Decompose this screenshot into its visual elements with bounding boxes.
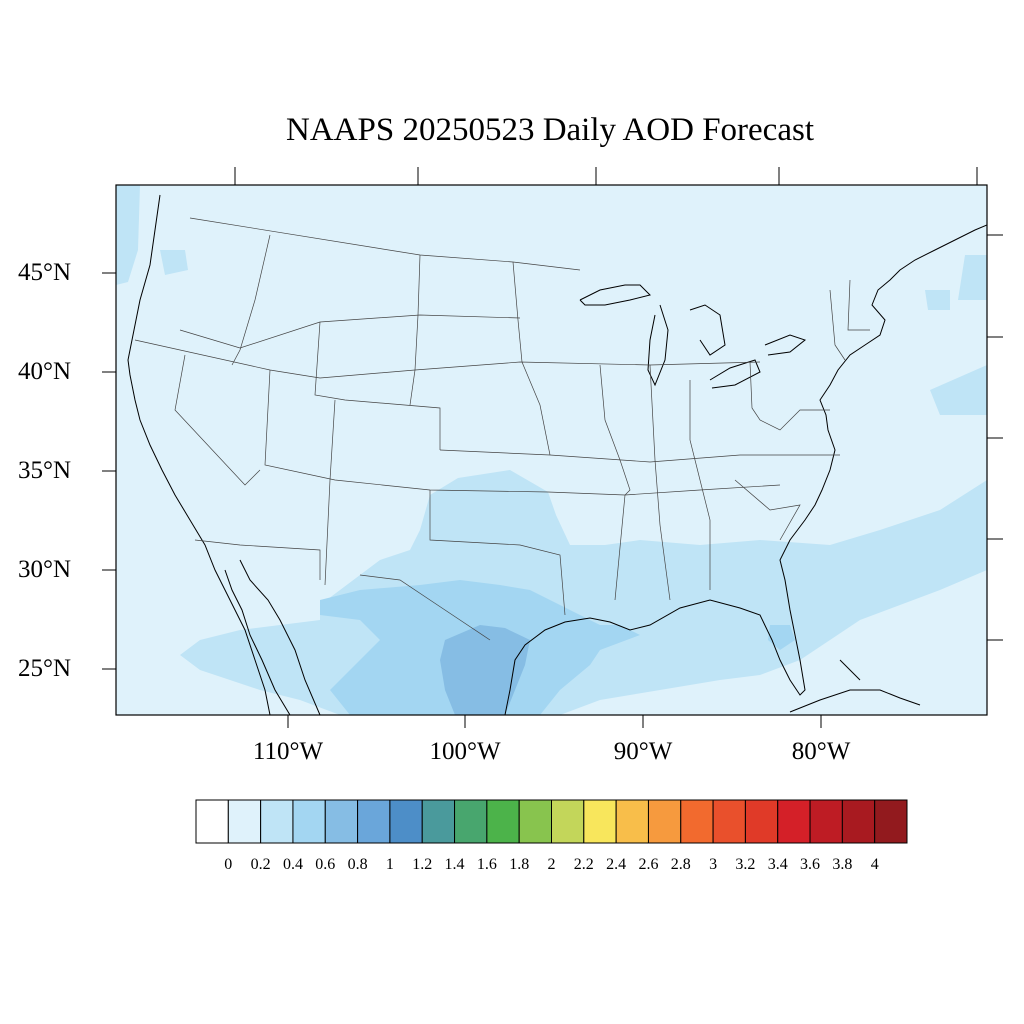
colorbar-box bbox=[357, 799, 391, 844]
colorbar-box bbox=[260, 799, 294, 844]
colorbar-tick-label: 3.4 bbox=[767, 856, 788, 873]
colorbar-box bbox=[647, 799, 682, 844]
colorbar-box bbox=[518, 799, 552, 844]
colorbar-tick-label: 1 bbox=[385, 856, 394, 873]
colorbar-box bbox=[777, 799, 811, 844]
colorbar-tick-label: 3.6 bbox=[800, 856, 820, 873]
colorbar-box bbox=[680, 799, 714, 844]
lon-label-100w: 100°W bbox=[429, 738, 501, 765]
colorbar-box bbox=[292, 799, 326, 844]
lon-label-80w: 80°W bbox=[791, 738, 851, 765]
colorbar-tick-label: 1.4 bbox=[444, 856, 465, 873]
colorbar-tick-label: 2.4 bbox=[606, 856, 627, 873]
colorbar-tick-label: 0.6 bbox=[315, 856, 336, 873]
colorbar-tick-label: 3 bbox=[709, 856, 718, 873]
colorbar-tick-label: 2.8 bbox=[670, 856, 691, 873]
colorbar-tick-label: 3.8 bbox=[832, 856, 853, 873]
tick-marks bbox=[102, 167, 1003, 728]
colorbar-tick-label: 0.4 bbox=[283, 856, 303, 873]
map-title: NAAPS 20250523 Daily AOD Forecast bbox=[286, 112, 814, 148]
colorbar-tick-label: 0.8 bbox=[347, 856, 368, 873]
colorbar-tick-label: 4 bbox=[870, 856, 879, 873]
colorbar-tick-label: 2 bbox=[547, 856, 556, 873]
colorbar-box bbox=[551, 799, 585, 844]
colorbar-box bbox=[583, 799, 617, 844]
colorbar-box bbox=[486, 799, 520, 844]
colorbar-box bbox=[227, 799, 262, 844]
lat-label-30: 30°N bbox=[18, 556, 72, 583]
colorbar-tick-label: 2.6 bbox=[638, 856, 659, 873]
colorbar bbox=[195, 799, 908, 844]
aod-level-0.6-0.8 bbox=[440, 625, 530, 715]
colorbar-box bbox=[841, 799, 876, 844]
colorbar-tick-label: 0 bbox=[224, 856, 233, 873]
colorbar-box bbox=[712, 799, 746, 844]
colorbar-tick-label: 1.2 bbox=[412, 856, 433, 873]
map-frame bbox=[115, 184, 988, 716]
colorbar-box bbox=[615, 799, 649, 844]
lat-label-40: 40°N bbox=[18, 358, 72, 385]
colorbar-tick-label: 0.2 bbox=[250, 856, 271, 873]
colorbar-box bbox=[324, 799, 359, 844]
colorbar-box bbox=[389, 799, 423, 844]
lat-label-45: 45°N bbox=[18, 259, 72, 286]
colorbar-box bbox=[454, 799, 488, 844]
colorbar-box bbox=[421, 799, 456, 844]
colorbar-tick-label: 3.2 bbox=[735, 856, 756, 873]
colorbar-box bbox=[744, 799, 779, 844]
lon-label-110w: 110°W bbox=[252, 738, 324, 765]
lat-label-35: 35°N bbox=[18, 457, 72, 484]
coastlines bbox=[127, 194, 987, 715]
colorbar-tick-label: 1.8 bbox=[509, 856, 530, 873]
colorbar-box bbox=[874, 799, 908, 844]
state-borders bbox=[134, 217, 870, 641]
lon-label-90w: 90°W bbox=[613, 738, 673, 765]
lat-label-25: 25°N bbox=[18, 655, 72, 682]
colorbar-box bbox=[195, 799, 229, 844]
colorbar-box bbox=[809, 799, 843, 844]
colorbar-tick-label: 2.2 bbox=[573, 856, 594, 873]
colorbar-tick-label: 1.6 bbox=[476, 856, 497, 873]
